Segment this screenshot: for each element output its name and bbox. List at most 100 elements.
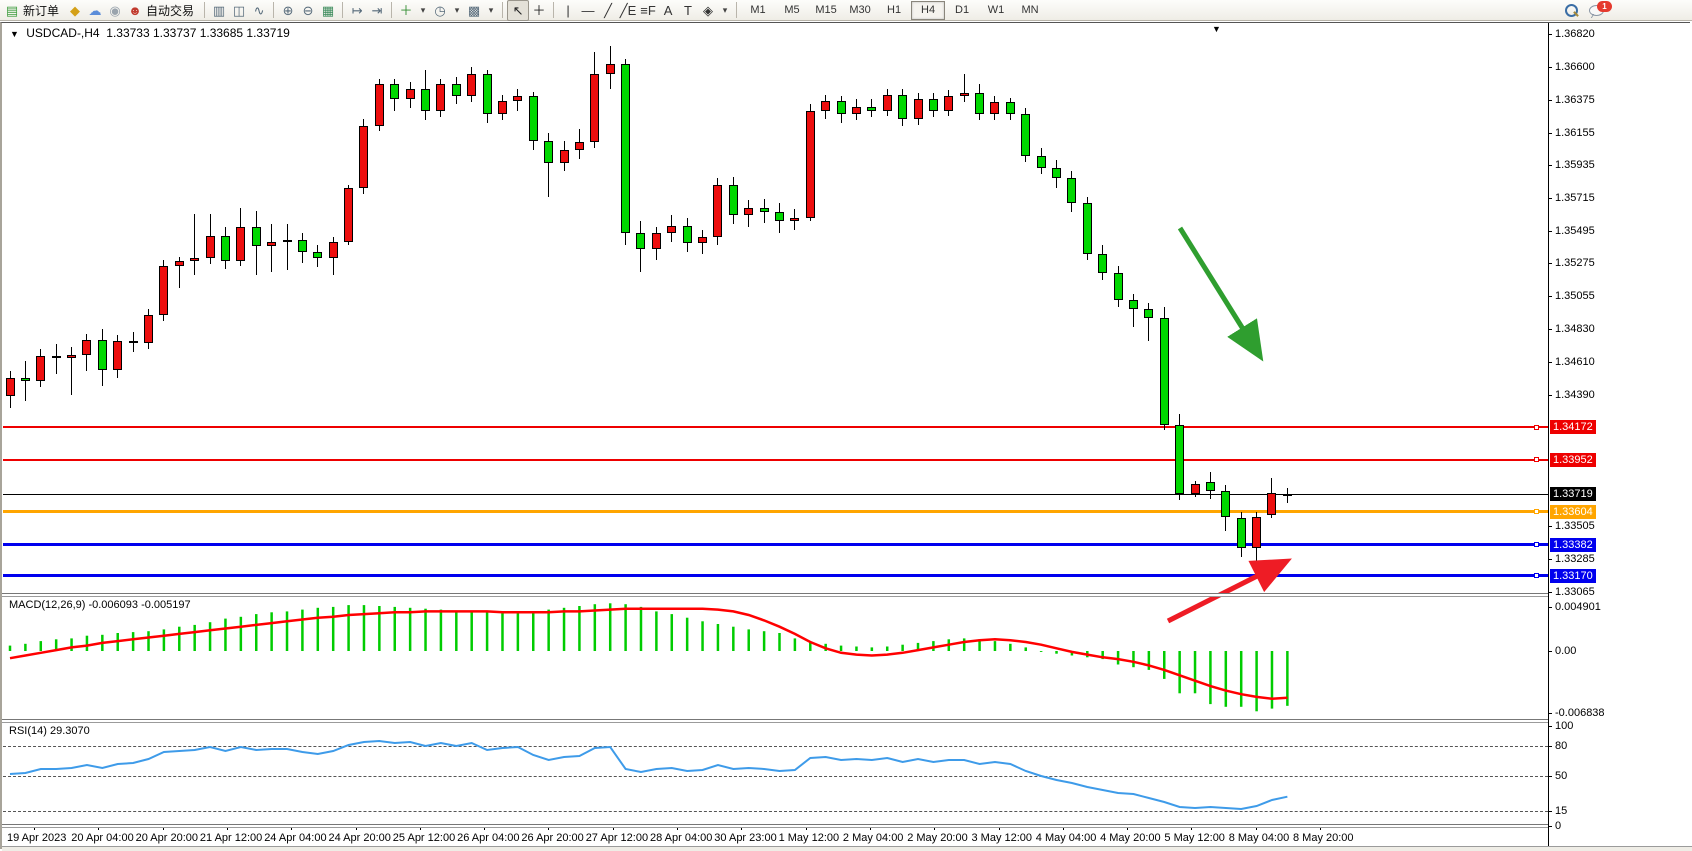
time-axis-label[interactable]: 21 Apr 12:00 — [199, 832, 263, 844]
tab-timeframe-h4[interactable]: H4 — [911, 0, 946, 20]
notification-badge: 1 — [1597, 0, 1612, 12]
hline-1.33952[interactable] — [3, 458, 1548, 461]
down-trend-arrow[interactable] — [1177, 226, 1264, 362]
tile-windows-icon[interactable]: ▦ — [321, 2, 335, 18]
time-axis-tick — [998, 826, 1000, 830]
hline-handle[interactable] — [1534, 509, 1539, 515]
time-axis-label[interactable]: 26 Apr 20:00 — [521, 832, 584, 844]
trendline-icon[interactable]: ╱ — [604, 2, 612, 18]
rsi-axis-label: 100 — [1555, 720, 1574, 732]
time-axis-label[interactable]: 27 Apr 12:00 — [585, 832, 649, 844]
chart-shift-icon[interactable]: ⇥ — [371, 2, 383, 18]
hline-1.34172[interactable] — [3, 426, 1548, 429]
auto-scroll-icon[interactable]: ↦ — [351, 2, 363, 18]
chat-icon[interactable]: 1 — [1588, 0, 1612, 20]
zoom-in-icon[interactable]: ⊕ — [282, 2, 294, 18]
candle-body — [1252, 516, 1262, 548]
cursor-icon[interactable]: ↖ — [507, 0, 530, 21]
time-axis-tick — [226, 826, 228, 830]
chart-title: ▼ USDCAD-,H4 1.33733 1.33737 1.33685 1.3… — [10, 26, 290, 40]
chart-collapse-icon[interactable]: ▼ — [10, 29, 19, 39]
time-axis-label[interactable]: 26 Apr 04:00 — [457, 832, 520, 844]
equidistant-channel-icon[interactable]: ╱E — [619, 2, 637, 18]
candle-body — [190, 258, 200, 262]
new-order-icon[interactable]: ▤ — [5, 2, 19, 18]
hline-1.33604[interactable] — [3, 510, 1548, 514]
indicators-dropdown-icon[interactable]: ▾ — [420, 4, 426, 15]
bar-chart-icon[interactable]: ▥ — [212, 2, 226, 18]
tab-timeframe-m15[interactable]: M15 — [815, 3, 837, 16]
text-icon[interactable]: A — [663, 2, 673, 18]
search-icon[interactable] — [1562, 2, 1580, 20]
rsi-axis-tick — [1548, 811, 1552, 812]
hline-1.3317[interactable] — [3, 574, 1548, 578]
time-axis-label[interactable]: 2 May 04:00 — [842, 832, 904, 844]
tab-timeframe-m1[interactable]: M1 — [750, 3, 766, 16]
text-label-icon[interactable]: T — [684, 2, 692, 18]
period-dropdown-icon[interactable]: ▾ — [454, 4, 460, 15]
time-axis-label[interactable]: 3 May 12:00 — [971, 832, 1033, 844]
time-axis-label[interactable]: 25 Apr 12:00 — [392, 832, 456, 844]
candle-body — [928, 99, 938, 112]
signal-icon[interactable]: ◉ — [109, 2, 121, 18]
autotrading-label[interactable]: 自动交易 — [146, 3, 195, 18]
main-macd-separator[interactable] — [2, 593, 1548, 597]
time-axis-label[interactable]: 8 May 04:00 — [1228, 832, 1290, 844]
time-axis-label[interactable]: 30 Apr 23:00 — [714, 832, 777, 844]
candle-body — [359, 126, 369, 189]
new-order-label[interactable]: 新订单 — [23, 3, 60, 18]
time-axis-label[interactable]: 4 May 04:00 — [1035, 832, 1097, 844]
candlestick-chart-icon[interactable]: ◫ — [232, 2, 246, 18]
line-chart-icon[interactable]: ∿ — [253, 2, 265, 18]
vertical-line-icon[interactable]: | — [566, 2, 570, 18]
hline-handle[interactable] — [1534, 424, 1539, 430]
seal-icon[interactable]: ◆ — [70, 2, 81, 18]
price-axis-tick — [1548, 66, 1552, 68]
template-dropdown-icon[interactable]: ▾ — [488, 4, 494, 15]
template-icon[interactable]: ▩ — [467, 2, 481, 18]
tab-timeframe-m30[interactable]: M30 — [849, 3, 871, 16]
up-reversal-arrow[interactable] — [1166, 558, 1292, 624]
time-axis-label[interactable]: 20 Apr 20:00 — [135, 832, 198, 844]
indicators-icon[interactable]: ＋ — [399, 2, 413, 18]
period-icon[interactable]: ◷ — [434, 2, 446, 18]
time-axis-label[interactable]: 24 Apr 04:00 — [264, 832, 327, 844]
hline-1.33719[interactable] — [3, 493, 1548, 495]
zoom-out-icon[interactable]: ⊖ — [302, 2, 314, 18]
hline-handle[interactable] — [1534, 457, 1539, 463]
time-axis-label[interactable]: 19 Apr 2023 — [7, 832, 67, 844]
hline-handle[interactable] — [1534, 573, 1539, 579]
crosshair-icon[interactable]: ＋ — [532, 2, 546, 18]
candle-wick — [286, 224, 288, 271]
time-axis-label[interactable]: 5 May 12:00 — [1164, 832, 1225, 844]
candle-body — [605, 63, 615, 75]
rsi-axis-tick — [1548, 746, 1552, 747]
macd-rsi-separator[interactable] — [2, 719, 1548, 723]
autotrading-icon[interactable]: ☻ — [128, 2, 142, 18]
tab-timeframe-w1[interactable]: W1 — [987, 3, 1005, 16]
time-axis-label[interactable]: 20 Apr 04:00 — [71, 832, 134, 844]
time-axis-label[interactable]: 4 May 20:00 — [1100, 832, 1161, 844]
horizontal-line-icon[interactable]: — — [581, 2, 595, 18]
hline-1.33382[interactable] — [3, 543, 1548, 546]
tab-timeframe-d1[interactable]: D1 — [955, 3, 970, 16]
time-axis-label[interactable]: 2 May 20:00 — [907, 832, 968, 844]
time-axis-label[interactable]: 8 May 20:00 — [1293, 832, 1354, 844]
tab-timeframe-mn[interactable]: MN — [1021, 3, 1039, 16]
chart-shift-marker[interactable]: ▼ — [1212, 24, 1221, 34]
fibonacci-icon[interactable]: ≡F — [640, 2, 656, 18]
hline-handle[interactable] — [1534, 542, 1539, 547]
candle-body — [698, 237, 708, 244]
tab-timeframe-m5[interactable]: M5 — [784, 3, 800, 16]
arrows-dropdown-icon[interactable]: ▾ — [722, 4, 728, 15]
candle-body — [405, 88, 415, 100]
publisher-icon[interactable]: ☁ — [88, 2, 102, 18]
time-axis-label[interactable]: 24 Apr 20:00 — [328, 832, 391, 844]
rsi-axis-tick — [1548, 826, 1552, 827]
arrows-icon[interactable]: ◈ — [703, 2, 714, 18]
time-axis-label[interactable]: 28 Apr 04:00 — [650, 832, 713, 844]
candle-body — [805, 111, 815, 219]
time-axis-label[interactable]: 1 May 12:00 — [778, 832, 840, 844]
tab-timeframe-h1[interactable]: H1 — [887, 3, 902, 16]
candle-body — [1236, 518, 1246, 548]
